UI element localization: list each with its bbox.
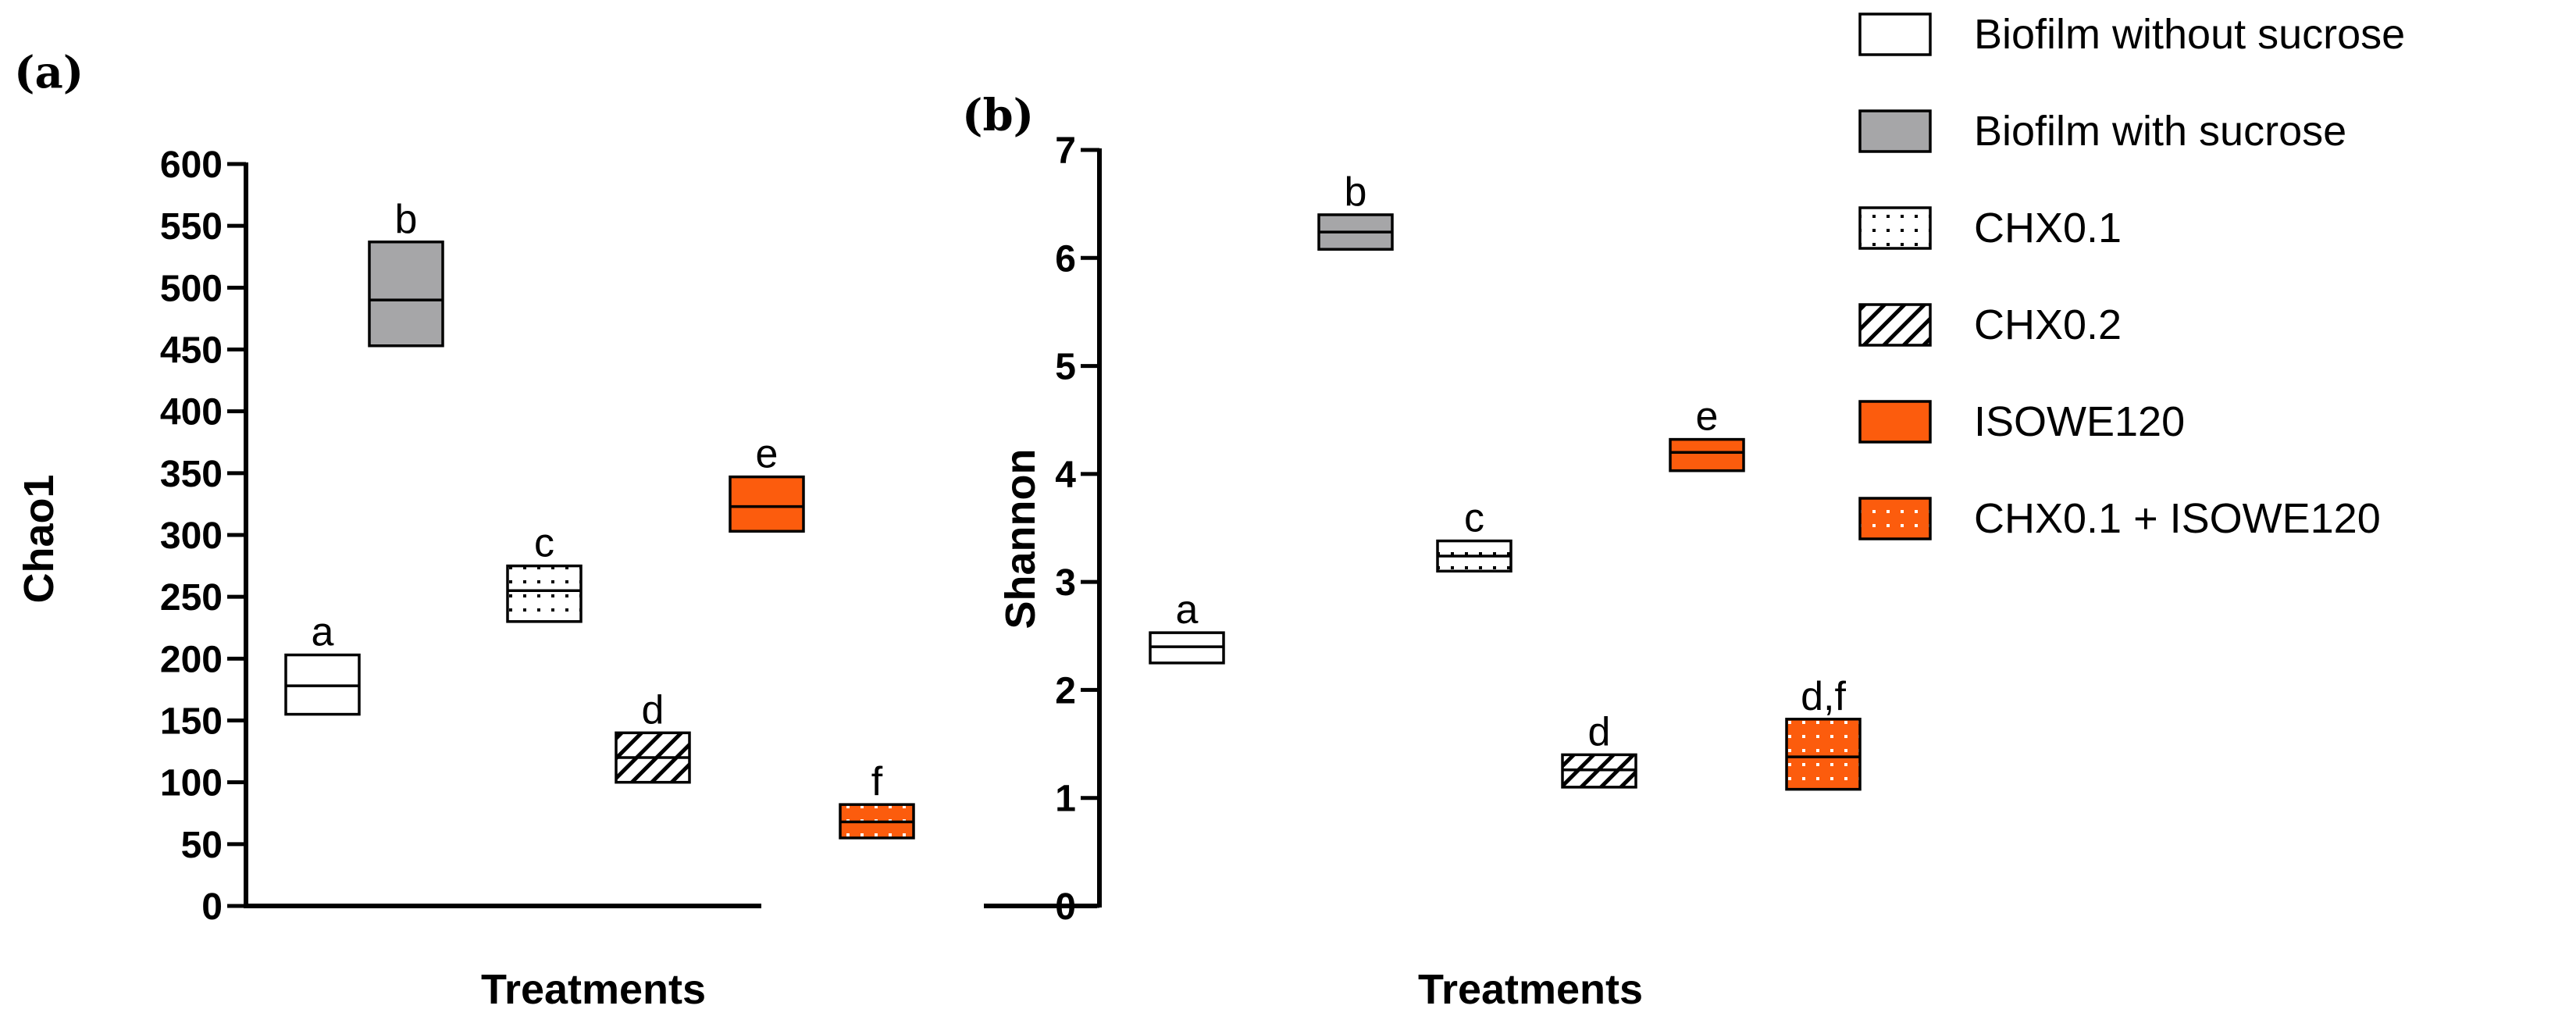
significance-label-chx0-1: c xyxy=(1464,496,1484,541)
box-biofilm-with-sucrose xyxy=(368,241,444,348)
significance-label-biofilm-without-sucrose: a xyxy=(1176,587,1199,633)
significance-label-chx0-1-isowe120: f xyxy=(871,759,883,804)
y-tick-label: 5 xyxy=(1055,347,1076,388)
panel-a-chao1: (a) 0 50 100 150 200 250 300 350 400 450 500 550 600 C… xyxy=(14,47,915,1013)
y-tick-label: 500 xyxy=(160,268,223,309)
panel-b-shannon: (b) 0 1 2 3 4 5 6 7 Shannon Treatments a b c d e d,f xyxy=(962,90,1862,1013)
y-tick-label: 0 xyxy=(201,886,223,928)
y-tick-label: 300 xyxy=(160,515,223,557)
y-tick-label: 0 xyxy=(1055,886,1076,928)
y-tick-label: 7 xyxy=(1055,130,1076,172)
legend-swatch-white xyxy=(1858,12,1932,56)
x-axis-title: Treatments xyxy=(481,966,706,1013)
box-isowe120 xyxy=(1669,437,1745,472)
legend-swatch-dots xyxy=(1858,206,1932,250)
y-tick-label: 450 xyxy=(160,330,223,372)
y-tick-label: 400 xyxy=(160,392,223,433)
legend-swatch-orange-dots xyxy=(1858,497,1932,540)
box-chx0-1-isowe120 xyxy=(1785,718,1862,791)
legend-label: ISOWE120 xyxy=(1974,398,2185,445)
y-axis-title: Chao1 xyxy=(16,474,62,603)
significance-label-isowe120: e xyxy=(756,432,779,477)
legend: Biofilm without sucrose Biofilm with sucr… xyxy=(1858,11,2405,542)
y-tick-label: 200 xyxy=(160,639,223,680)
box-isowe120 xyxy=(729,475,805,533)
legend-swatch-gray xyxy=(1858,109,1932,153)
legend-swatch-hatch xyxy=(1858,303,1932,347)
y-tick-label: 50 xyxy=(181,825,223,866)
significance-label-biofilm-without-sucrose: a xyxy=(312,610,334,655)
y-tick-label: 100 xyxy=(160,763,223,804)
legend-label: CHX0.1 xyxy=(1974,205,2122,251)
legend-label: Biofilm with sucrose xyxy=(1974,108,2346,155)
legend-label: Biofilm without sucrose xyxy=(1974,11,2405,58)
y-tick-label: 2 xyxy=(1055,670,1076,711)
y-tick-label: 4 xyxy=(1055,455,1076,496)
legend-label: CHX0.2 xyxy=(1974,301,2122,348)
significance-label-isowe120: e xyxy=(1696,394,1719,440)
y-tick-label: 1 xyxy=(1055,779,1076,820)
panel-label: (b) xyxy=(962,90,1034,141)
y-tick-label: 550 xyxy=(160,206,223,248)
y-tick-label: 3 xyxy=(1055,562,1076,604)
y-tick-label: 600 xyxy=(160,144,223,186)
significance-label-biofilm-with-sucrose: b xyxy=(1345,169,1367,215)
legend-swatch-orange xyxy=(1858,400,1932,444)
y-tick-label: 6 xyxy=(1055,238,1076,280)
significance-label-biofilm-with-sucrose: b xyxy=(395,197,418,242)
y-tick-label: 350 xyxy=(160,454,223,495)
x-axis-title: Treatments xyxy=(1418,966,1643,1013)
y-tick-label: 150 xyxy=(160,701,223,743)
significance-label-chx0-1-isowe120: d,f xyxy=(1801,674,1846,719)
box-chx0-1 xyxy=(506,564,583,623)
panel-label: (a) xyxy=(14,47,84,98)
legend-label: CHX0.1 + ISOWE120 xyxy=(1974,495,2381,542)
significance-label-chx0-2: d xyxy=(642,687,664,733)
significance-label-chx0-1: c xyxy=(534,521,554,566)
y-tick-label: 250 xyxy=(160,577,223,619)
y-axis-title: Shannon xyxy=(997,449,1044,629)
significance-label-chx0-2: d xyxy=(1588,709,1611,754)
